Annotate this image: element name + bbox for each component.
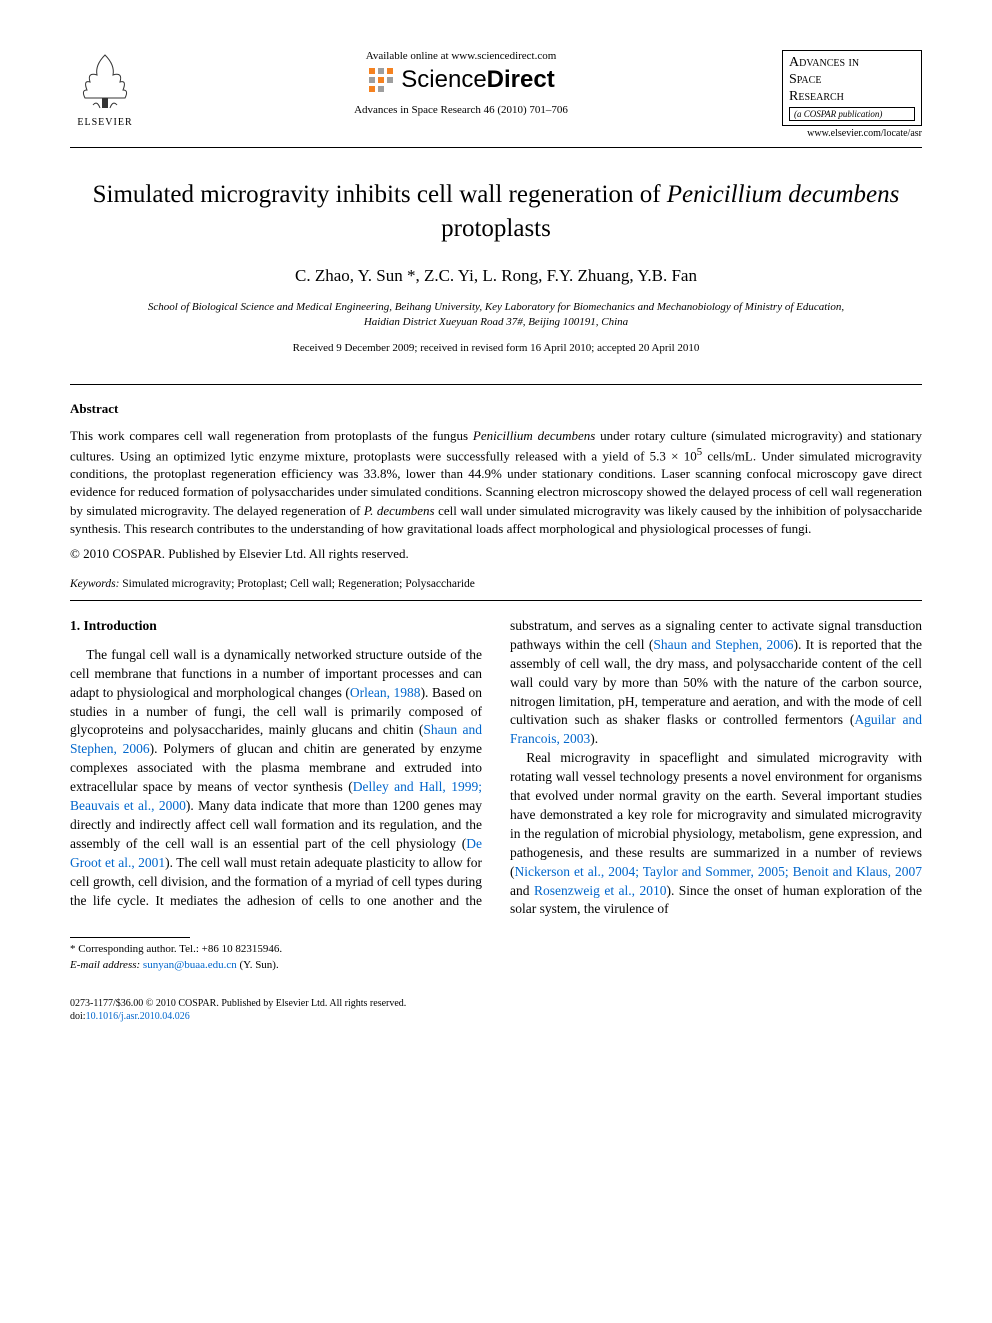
copyright-line: © 2010 COSPAR. Published by Elsevier Ltd… — [70, 546, 922, 562]
intro-heading: 1. Introduction — [70, 617, 482, 636]
authors: C. Zhao, Y. Sun *, Z.C. Yi, L. Rong, F.Y… — [70, 266, 922, 286]
doi-link[interactable]: 10.1016/j.asr.2010.04.026 — [86, 1011, 190, 1022]
footnote-rule — [70, 937, 190, 938]
affiliation: School of Biological Science and Medical… — [70, 300, 922, 330]
footer-copyright: 0273-1177/$36.00 © 2010 COSPAR. Publishe… — [70, 997, 922, 1010]
sciencedirect-text: ScienceDirect — [401, 66, 554, 94]
citation[interactable]: Nickerson et al., 2004; Taylor and Somme… — [515, 864, 923, 879]
email-line: E-mail address: sunyan@buaa.edu.cn (Y. S… — [70, 958, 922, 973]
abstract-heading: Abstract — [70, 401, 922, 417]
elsevier-tree-icon — [75, 50, 135, 115]
footer-doi: doi:10.1016/j.asr.2010.04.026 — [70, 1010, 922, 1023]
body-columns: 1. Introduction The fungal cell wall is … — [70, 617, 922, 919]
sciencedirect-logo: ScienceDirect — [160, 66, 762, 94]
footnotes: * Corresponding author. Tel.: +86 10 823… — [70, 942, 922, 973]
header-rule — [70, 147, 922, 148]
cospar-publication: (a COSPAR publication) — [789, 107, 915, 121]
citation[interactable]: Shaun and Stephen, 2006 — [653, 637, 793, 652]
journal-name-line3: Research — [789, 89, 915, 106]
article-title: Simulated microgravity inhibits cell wal… — [70, 178, 922, 246]
intro-paragraph-2: Real microgravity in spaceflight and sim… — [510, 749, 922, 919]
article-dates: Received 9 December 2009; received in re… — [70, 342, 922, 354]
abstract-body: This work compares cell wall regeneratio… — [70, 427, 922, 538]
journal-name-line1: Advances in — [789, 55, 915, 72]
journal-reference: Advances in Space Research 46 (2010) 701… — [160, 104, 762, 116]
available-online-text: Available online at www.sciencedirect.co… — [160, 50, 762, 62]
journal-name-line2: Space — [789, 72, 915, 89]
author-email[interactable]: sunyan@buaa.edu.cn — [143, 959, 237, 971]
keywords: Keywords: Simulated microgravity; Protop… — [70, 578, 922, 590]
elsevier-logo: ELSEVIER — [70, 50, 140, 128]
journal-cover-box: Advances in Space Research (a COSPAR pub… — [782, 50, 922, 139]
abstract-top-rule — [70, 384, 922, 385]
sciencedirect-icon — [367, 66, 395, 94]
abstract-bottom-rule — [70, 600, 922, 601]
corresponding-author: * Corresponding author. Tel.: +86 10 823… — [70, 942, 922, 957]
center-header: Available online at www.sciencedirect.co… — [140, 50, 782, 116]
page-footer: 0273-1177/$36.00 © 2010 COSPAR. Publishe… — [70, 997, 922, 1023]
elsevier-label: ELSEVIER — [77, 117, 132, 128]
citation[interactable]: Rosenzweig et al., 2010 — [534, 883, 667, 898]
page-header: ELSEVIER Available online at www.science… — [70, 50, 922, 139]
journal-url: www.elsevier.com/locate/asr — [782, 128, 922, 139]
citation[interactable]: Orlean, 1988 — [350, 685, 421, 700]
